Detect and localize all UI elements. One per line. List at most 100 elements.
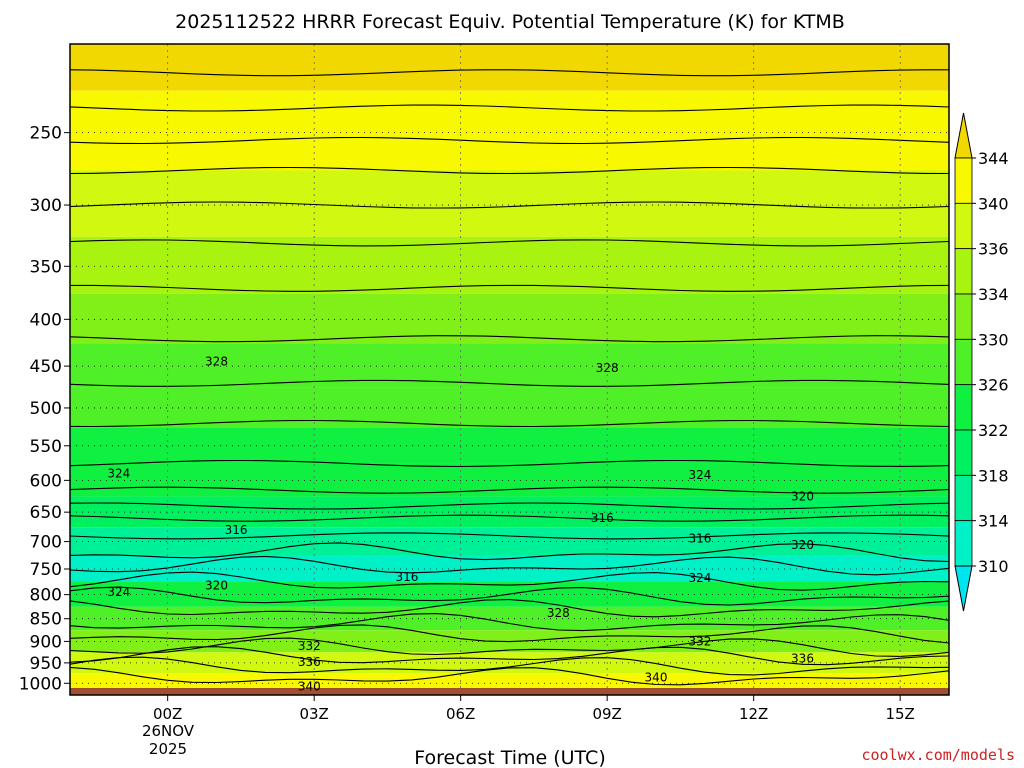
y-tick-label: 650	[30, 503, 62, 523]
contour-label: 324	[688, 468, 711, 482]
contour-label: 328	[547, 606, 570, 620]
contour-line	[69, 166, 950, 175]
contour-label: 324	[107, 467, 130, 481]
colorbar-label: 344	[978, 149, 1009, 168]
plot-frame	[69, 43, 950, 696]
contour-line	[69, 486, 950, 494]
colorbar-label: 318	[978, 466, 1009, 485]
contour-label: 324	[688, 571, 711, 585]
theta-e-band	[70, 170, 949, 237]
y-tick-label: 900	[30, 632, 62, 652]
contour-line	[69, 542, 950, 563]
contour-lines	[69, 69, 950, 686]
date-label-year: 2025	[149, 740, 187, 758]
contour-line	[69, 656, 950, 676]
contour-label: 316	[225, 523, 248, 537]
y-tick-label: 300	[30, 196, 62, 216]
colorbar-segment	[954, 202, 973, 250]
contour-line	[69, 502, 950, 510]
x-tick-label: 15Z	[885, 705, 914, 723]
contour-line	[69, 624, 950, 644]
theta-e-band	[70, 90, 949, 171]
theta-e-band	[70, 387, 949, 428]
contour-label: 332	[688, 634, 711, 648]
contour-label: 332	[298, 639, 321, 653]
x-tick-label: 03Z	[299, 705, 328, 723]
colorbar-label: 310	[978, 557, 1009, 576]
date-label-day: 26NOV	[142, 722, 195, 740]
contour-label: 336	[298, 655, 321, 669]
contour-label: 320	[205, 579, 228, 593]
x-tick-label: 09Z	[592, 705, 621, 723]
contour-line	[69, 514, 950, 522]
colorbar-segment	[954, 384, 973, 431]
theta-e-band	[70, 527, 949, 556]
y-tick-label: 950	[30, 654, 62, 674]
contour-label: 324	[107, 585, 130, 599]
colorbar-label: 336	[978, 240, 1009, 259]
contour-line	[69, 637, 950, 657]
x-axis-label: Forecast Time (UTC)	[414, 747, 605, 768]
contour-label: 340	[298, 679, 321, 693]
y-tick-label: 600	[30, 471, 62, 491]
surface-band	[70, 687, 949, 695]
colorbar-segment	[954, 474, 973, 522]
y-tick-label: 550	[30, 437, 62, 457]
x-tick-label: 06Z	[446, 705, 475, 723]
y-tick-label: 250	[30, 124, 62, 144]
x-tick-label: 12Z	[739, 705, 768, 723]
colorbar-min-arrow	[954, 565, 973, 612]
contour-label: 328	[596, 361, 619, 375]
y-tick-label: 750	[30, 560, 62, 580]
contour-line	[69, 459, 950, 468]
colorbar-segment	[954, 248, 973, 295]
theta-e-band	[70, 652, 949, 674]
colorbar-label: 322	[978, 421, 1009, 440]
contour-line	[69, 419, 950, 428]
contour-label: 320	[791, 538, 814, 552]
theta-e-band	[70, 293, 949, 344]
y-tick-label: 400	[30, 310, 62, 330]
colorbar-label: 326	[978, 376, 1009, 395]
contour-label: 336	[791, 652, 814, 666]
contour-line	[69, 646, 950, 666]
contour-line	[69, 666, 950, 686]
contour-line	[69, 69, 949, 77]
contour-label: 316	[395, 570, 418, 584]
contour-line	[70, 284, 950, 292]
y-tick-label: 500	[30, 399, 62, 419]
y-tick-label: 800	[30, 586, 62, 606]
colorbar-segment	[954, 157, 973, 204]
contour-line	[69, 379, 950, 387]
x-tick-label: 00Z	[153, 705, 182, 723]
contour-line	[69, 104, 950, 112]
contour-line	[69, 599, 950, 618]
contour-label: 316	[591, 511, 614, 525]
colorbar-label: 340	[978, 194, 1009, 213]
colorbar-segment	[954, 338, 973, 386]
colorbar-segment	[954, 429, 973, 476]
contour-line	[69, 571, 950, 591]
colorbar-max-arrow	[954, 112, 973, 159]
y-tick-label: 1000	[19, 674, 62, 694]
contour-label: 316	[688, 532, 711, 546]
contour-line	[69, 586, 950, 606]
theta-e-band	[70, 463, 949, 497]
source-credit[interactable]: coolwx.com/models	[861, 746, 1015, 764]
chart-title: 2025112522 HRRR Forecast Equiv. Potentia…	[175, 11, 845, 33]
theta-e-band	[70, 555, 949, 583]
y-tick-label: 350	[30, 257, 62, 277]
y-axis: 2503003504004505005506006507007508008509…	[19, 124, 70, 694]
contour-line	[69, 532, 950, 540]
contour-line	[69, 136, 950, 145]
y-tick-label: 450	[30, 357, 62, 377]
colorbar-label: 334	[978, 285, 1009, 304]
theta-e-band	[70, 44, 949, 91]
contour-label-group: 328 328 324 324 320 316 316 316 320 316 324 320 324 3…	[107, 355, 814, 694]
y-tick-label: 700	[30, 533, 62, 553]
y-tick-label: 850	[30, 610, 62, 630]
theta-e-band	[70, 427, 949, 464]
contour-line	[69, 239, 950, 247]
